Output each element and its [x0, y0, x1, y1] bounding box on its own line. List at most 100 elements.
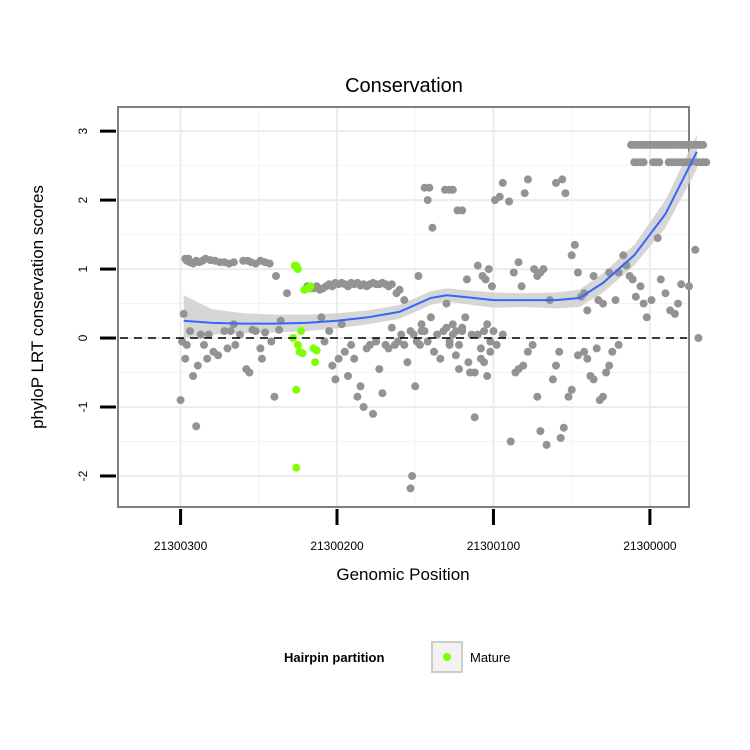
data-point	[400, 340, 409, 349]
mature-data-point	[311, 358, 320, 367]
data-point	[178, 337, 187, 346]
data-point	[556, 434, 565, 442]
data-point	[256, 344, 265, 353]
data-point	[473, 330, 482, 339]
data-point	[473, 261, 482, 270]
data-point	[214, 351, 223, 360]
data-point	[589, 375, 598, 384]
y-tick-label: 0	[76, 334, 90, 341]
data-point	[653, 234, 662, 242]
data-point	[455, 365, 463, 374]
data-point	[334, 354, 343, 363]
data-point	[375, 365, 384, 374]
data-point	[436, 354, 445, 363]
x-tick-label: 21300000	[623, 539, 677, 553]
y-axis-title: phyloP LRT conservation scores	[28, 185, 47, 429]
data-point	[267, 337, 276, 346]
data-point	[523, 175, 532, 184]
data-point	[614, 340, 623, 349]
data-point	[505, 197, 514, 206]
data-point	[340, 347, 349, 356]
data-point	[599, 299, 607, 308]
legend-mature-marker	[443, 653, 451, 661]
data-point	[466, 368, 474, 377]
data-point	[365, 340, 374, 349]
data-point	[236, 330, 244, 339]
data-point	[261, 328, 270, 337]
data-point	[192, 422, 201, 431]
data-point	[406, 484, 415, 493]
data-point	[189, 372, 198, 380]
data-point	[400, 296, 409, 305]
data-point	[359, 403, 368, 411]
data-point	[181, 354, 190, 363]
data-point	[674, 299, 682, 308]
data-point	[245, 368, 254, 377]
data-point	[519, 361, 528, 370]
chart-title: Conservation	[345, 75, 463, 97]
data-point	[573, 351, 582, 360]
data-point	[602, 368, 611, 377]
data-point	[387, 323, 396, 332]
data-point	[415, 340, 424, 349]
y-tick-label: -1	[76, 401, 90, 412]
mature-data-point	[292, 463, 301, 472]
x-tick-label: 21300200	[310, 539, 364, 553]
y-tick-label: 1	[76, 265, 90, 272]
data-point	[186, 327, 194, 336]
data-point	[369, 409, 377, 418]
data-point	[533, 392, 542, 401]
data-point	[530, 265, 539, 274]
data-point	[567, 385, 576, 394]
data-point	[486, 347, 495, 356]
data-point	[409, 330, 418, 339]
data-point	[567, 251, 576, 260]
data-point	[408, 472, 417, 480]
data-point	[642, 313, 651, 322]
data-point	[442, 299, 451, 308]
data-point	[670, 309, 679, 318]
data-point	[611, 296, 620, 305]
data-point	[536, 427, 545, 436]
data-point	[483, 320, 492, 329]
smooth-line-layer	[183, 151, 698, 325]
data-point	[231, 340, 240, 349]
data-point	[548, 375, 557, 384]
legend: Hairpin partition Mature	[284, 641, 510, 673]
data-point	[520, 189, 529, 198]
mature-points-layer	[289, 261, 321, 472]
data-point	[498, 330, 507, 339]
data-point	[320, 337, 329, 346]
data-point	[350, 354, 359, 363]
data-point	[484, 265, 493, 274]
grid-lines	[119, 108, 688, 506]
data-point	[573, 268, 582, 277]
data-point	[451, 351, 460, 360]
data-point	[589, 272, 598, 280]
mature-data-point	[293, 340, 302, 349]
data-point	[384, 344, 393, 353]
data-point	[486, 337, 495, 346]
data-point	[647, 296, 656, 305]
data-point	[498, 178, 507, 187]
data-point	[480, 327, 489, 336]
data-point	[283, 289, 291, 298]
data-point	[442, 323, 451, 332]
data-point	[403, 358, 412, 367]
data-point	[423, 337, 432, 346]
data-point	[458, 206, 467, 215]
mature-data-point	[306, 282, 315, 291]
data-point	[226, 327, 235, 336]
data-point	[417, 320, 426, 329]
data-point	[492, 340, 501, 349]
data-point	[196, 330, 205, 339]
data-point	[558, 175, 567, 184]
data-point	[487, 282, 496, 291]
data-point	[517, 282, 526, 291]
data-point	[448, 185, 457, 194]
data-point	[506, 437, 515, 446]
data-point	[200, 340, 208, 349]
data-point	[580, 347, 589, 356]
data-point	[337, 320, 346, 329]
